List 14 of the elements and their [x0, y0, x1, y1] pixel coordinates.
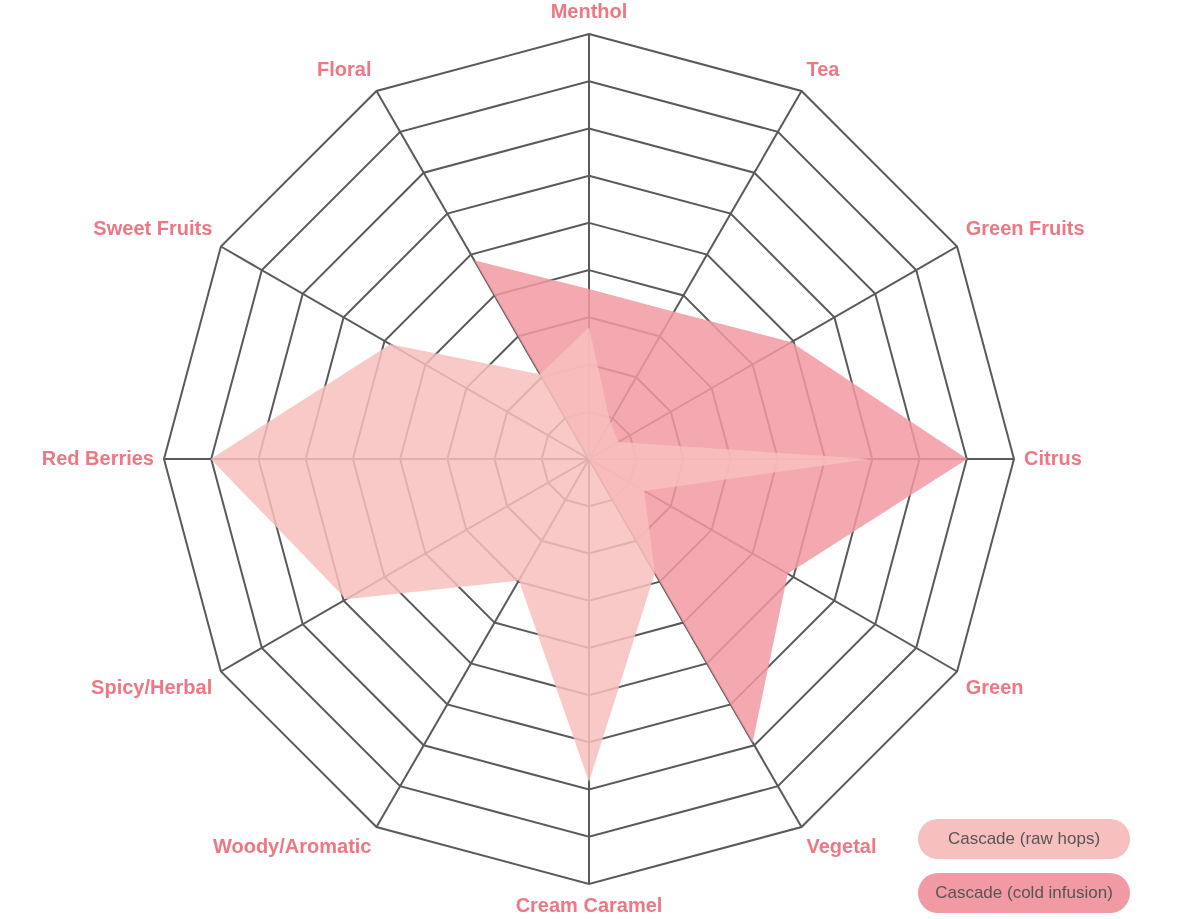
spoke-label: Tea — [806, 57, 841, 80]
spoke-label: Green Fruits — [965, 217, 1085, 240]
spoke-label: Menthol — [550, 0, 628, 22]
spoke-label: Sweet Fruits — [93, 217, 213, 240]
text: Cascade (cold infusion) — [918, 873, 1130, 913]
spoke-label: Spicy/Herbal — [91, 676, 213, 699]
spoke-label: Vegetal — [806, 835, 877, 858]
spoke-label: Green — [965, 676, 1024, 699]
spoke-label: Floral — [317, 57, 372, 80]
spoke-label: Red Berries — [41, 446, 154, 469]
spoke-label: Woody/Aromatic — [212, 835, 372, 858]
text: Cascade (raw hops) — [918, 819, 1130, 859]
spoke-label: Citrus — [1024, 446, 1082, 469]
spoke-label: Cream Caramel — [515, 893, 663, 916]
